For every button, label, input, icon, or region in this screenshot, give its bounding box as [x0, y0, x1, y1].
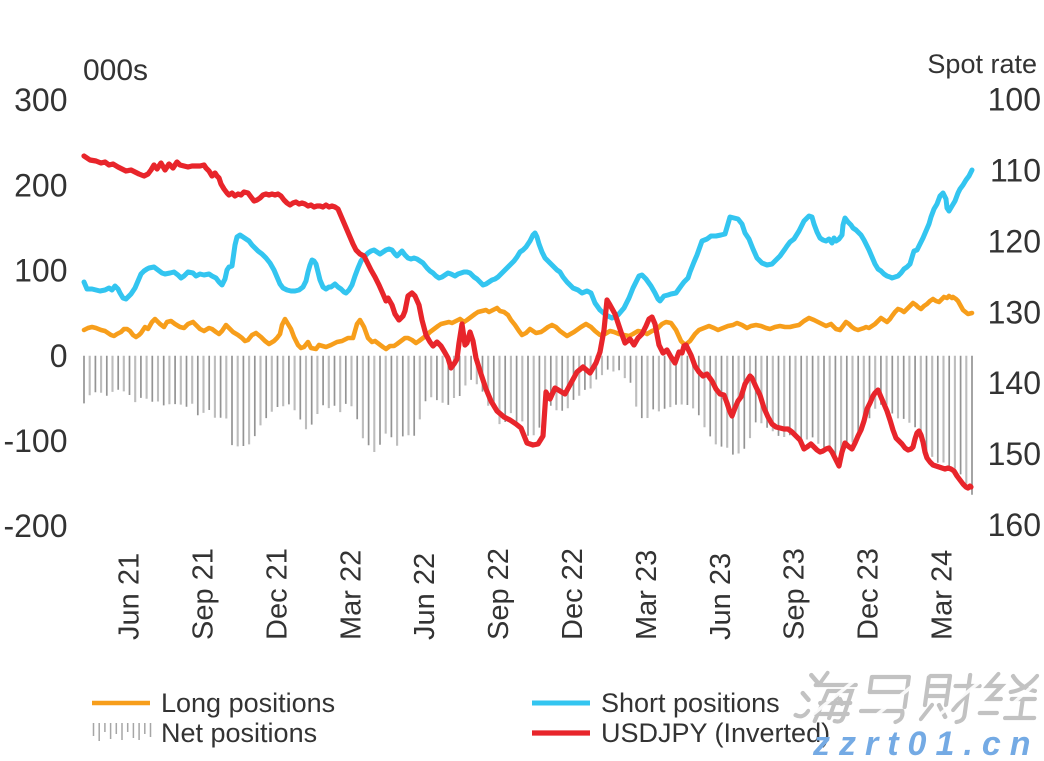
svg-text:Sep 23: Sep 23 [779, 548, 811, 640]
svg-text:Dec 21: Dec 21 [261, 548, 293, 640]
svg-text:USDJPY (Inverted): USDJPY (Inverted) [601, 718, 830, 748]
svg-text:300: 300 [14, 82, 67, 118]
svg-text:Long positions: Long positions [161, 688, 335, 718]
svg-text:Spot rate: Spot rate [927, 49, 1037, 79]
svg-text:0: 0 [50, 338, 68, 374]
svg-text:100: 100 [14, 253, 67, 289]
svg-text:-100: -100 [3, 423, 67, 459]
svg-text:Mar 24: Mar 24 [927, 550, 959, 640]
svg-text:Net positions: Net positions [161, 718, 317, 748]
svg-text:Jun 23: Jun 23 [705, 553, 737, 640]
svg-text:-200: -200 [3, 508, 67, 544]
svg-text:130: 130 [988, 294, 1041, 330]
svg-text:Mar 22: Mar 22 [335, 550, 367, 640]
svg-text:120: 120 [988, 223, 1041, 259]
svg-text:Sep 21: Sep 21 [188, 548, 220, 640]
svg-text:Mar 23: Mar 23 [631, 550, 663, 640]
svg-text:Jun 21: Jun 21 [114, 553, 146, 640]
svg-text:100: 100 [988, 82, 1041, 118]
svg-text:160: 160 [988, 507, 1041, 543]
svg-text:Dec 23: Dec 23 [853, 548, 885, 640]
svg-text:000s: 000s [83, 54, 148, 87]
svg-text:zzrt01.cn: zzrt01.cn [812, 725, 1040, 761]
svg-text:200: 200 [14, 167, 67, 203]
svg-text:110: 110 [990, 152, 1041, 188]
svg-text:Short positions: Short positions [601, 688, 780, 718]
svg-text:Sep 22: Sep 22 [483, 548, 515, 640]
svg-text:Dec 22: Dec 22 [557, 548, 589, 640]
svg-text:Jun 22: Jun 22 [409, 553, 441, 640]
svg-text:140: 140 [988, 365, 1041, 401]
svg-text:150: 150 [988, 436, 1041, 472]
